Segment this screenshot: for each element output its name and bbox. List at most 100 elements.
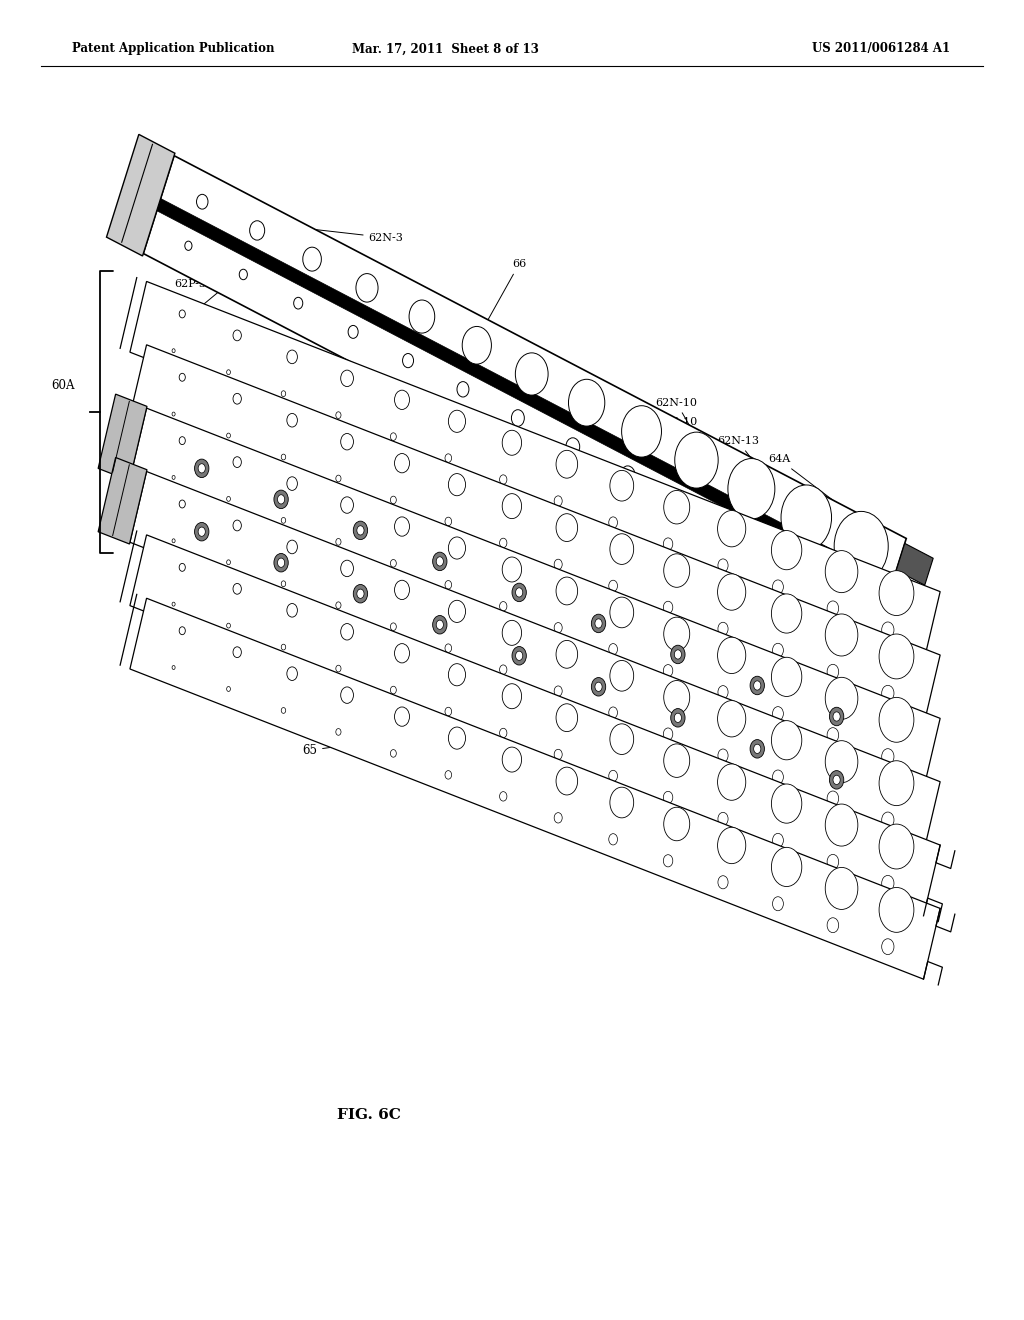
- Circle shape: [610, 470, 634, 502]
- Circle shape: [754, 744, 761, 754]
- Circle shape: [390, 433, 396, 441]
- Circle shape: [664, 601, 673, 614]
- Circle shape: [226, 686, 230, 692]
- Circle shape: [394, 517, 410, 536]
- Circle shape: [445, 771, 452, 779]
- Circle shape: [772, 770, 783, 784]
- Circle shape: [566, 438, 580, 455]
- Circle shape: [825, 677, 858, 719]
- Circle shape: [336, 665, 341, 672]
- Circle shape: [671, 709, 685, 727]
- Circle shape: [879, 760, 913, 805]
- Text: 63-13: 63-13: [643, 504, 675, 515]
- Circle shape: [233, 393, 242, 404]
- Circle shape: [394, 644, 410, 663]
- Circle shape: [882, 748, 894, 764]
- Circle shape: [341, 623, 353, 640]
- Circle shape: [568, 379, 605, 426]
- Circle shape: [771, 721, 802, 760]
- Text: 66: 66: [468, 259, 526, 356]
- Text: 65: 65: [302, 742, 374, 756]
- Polygon shape: [157, 198, 893, 594]
- Circle shape: [838, 578, 857, 602]
- Circle shape: [445, 454, 452, 462]
- Circle shape: [622, 405, 662, 457]
- Circle shape: [233, 520, 242, 531]
- Circle shape: [179, 374, 185, 381]
- Circle shape: [772, 706, 783, 721]
- Circle shape: [287, 477, 297, 491]
- Polygon shape: [98, 395, 147, 480]
- Circle shape: [226, 370, 230, 375]
- Circle shape: [827, 601, 839, 616]
- Circle shape: [226, 496, 230, 502]
- Polygon shape: [130, 535, 940, 916]
- Circle shape: [664, 854, 673, 867]
- Circle shape: [179, 437, 185, 445]
- Text: 62P-3: 62P-3: [174, 263, 215, 289]
- Circle shape: [179, 500, 185, 508]
- Circle shape: [882, 812, 894, 828]
- Circle shape: [233, 330, 242, 341]
- Circle shape: [390, 560, 396, 568]
- Polygon shape: [130, 345, 940, 726]
- Circle shape: [592, 614, 606, 632]
- Circle shape: [825, 550, 858, 593]
- Circle shape: [184, 242, 191, 251]
- Circle shape: [664, 664, 673, 677]
- Circle shape: [608, 771, 617, 781]
- Circle shape: [879, 570, 913, 615]
- Circle shape: [457, 381, 469, 397]
- Circle shape: [827, 791, 839, 807]
- Circle shape: [516, 587, 523, 597]
- Circle shape: [287, 540, 297, 554]
- Text: 69: 69: [458, 401, 481, 428]
- Circle shape: [502, 620, 521, 645]
- Circle shape: [718, 558, 728, 572]
- Text: 66: 66: [200, 545, 310, 585]
- Circle shape: [664, 727, 673, 741]
- Circle shape: [783, 550, 801, 573]
- Circle shape: [282, 517, 286, 523]
- Circle shape: [718, 812, 728, 825]
- Circle shape: [502, 430, 521, 455]
- Circle shape: [554, 686, 562, 696]
- Circle shape: [771, 657, 802, 697]
- Circle shape: [502, 557, 521, 582]
- Circle shape: [199, 463, 205, 473]
- Text: 68: 68: [594, 660, 651, 676]
- Circle shape: [353, 521, 368, 540]
- Circle shape: [772, 579, 783, 594]
- Circle shape: [664, 791, 673, 804]
- Polygon shape: [143, 156, 906, 636]
- Circle shape: [554, 623, 562, 632]
- Circle shape: [834, 775, 840, 784]
- Circle shape: [781, 484, 831, 550]
- Circle shape: [433, 615, 447, 634]
- Circle shape: [671, 645, 685, 664]
- Circle shape: [718, 764, 745, 800]
- Circle shape: [341, 433, 353, 450]
- Circle shape: [879, 887, 913, 932]
- Circle shape: [502, 747, 521, 772]
- Circle shape: [500, 792, 507, 801]
- Polygon shape: [130, 598, 940, 979]
- Text: 62N-10: 62N-10: [655, 397, 714, 467]
- Circle shape: [675, 713, 682, 722]
- Circle shape: [449, 537, 466, 560]
- Circle shape: [718, 828, 745, 863]
- Circle shape: [728, 458, 775, 519]
- Circle shape: [834, 711, 840, 721]
- Text: 64A: 64A: [768, 454, 927, 572]
- Circle shape: [754, 681, 761, 690]
- Circle shape: [341, 370, 353, 387]
- Circle shape: [390, 623, 396, 631]
- Circle shape: [772, 896, 783, 911]
- Circle shape: [516, 651, 523, 660]
- Circle shape: [729, 523, 745, 544]
- Circle shape: [772, 643, 783, 657]
- Circle shape: [825, 741, 858, 783]
- Circle shape: [771, 594, 802, 634]
- Text: US 2011/0061284 A1: US 2011/0061284 A1: [812, 42, 949, 55]
- Text: 60A: 60A: [52, 379, 75, 392]
